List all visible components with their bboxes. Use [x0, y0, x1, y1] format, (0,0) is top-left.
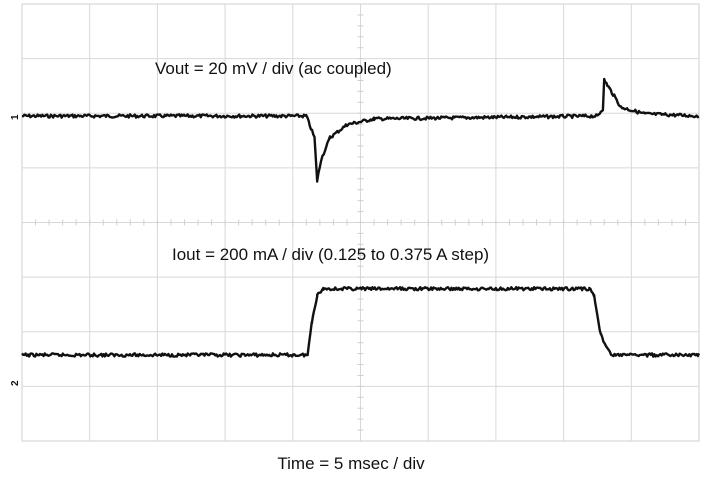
- vout-trace: [21, 77, 700, 183]
- channel-2-marker: 2: [10, 380, 21, 386]
- traces: [21, 77, 701, 358]
- graticule: [21, 3, 700, 442]
- iout-annotation: Iout = 200 mA / div (0.125 to 0.375 A st…: [172, 245, 489, 264]
- iout-trace: [21, 286, 701, 358]
- vout-annotation: Vout = 20 mV / div (ac coupled): [155, 59, 392, 78]
- channel-1-marker: 1: [10, 114, 21, 120]
- x-axis-label: Time = 5 msec / div: [277, 454, 425, 473]
